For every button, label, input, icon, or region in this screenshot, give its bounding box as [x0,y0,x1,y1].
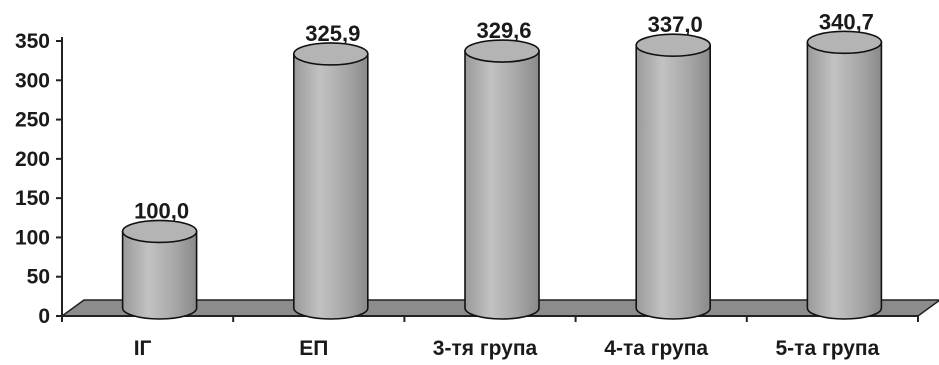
bar-top [292,42,369,66]
bar-body [806,41,883,320]
data-label: 329,6 [476,18,531,43]
bar-top [806,30,883,55]
y-tick-label: 50 [27,266,50,289]
bar-body [293,53,369,320]
y-tick-label: 250 [15,109,50,132]
data-label: 100,0 [134,198,189,223]
x-category-label: 3-тя група [433,337,538,360]
y-tick-label: 300 [15,69,50,92]
y-tick-label: 200 [15,148,50,171]
bar [292,42,369,320]
x-category-label: 5-та група [775,337,879,360]
x-category-label: ІГ [134,337,152,360]
bar-top [121,219,198,244]
bar-top [464,39,540,63]
data-label: 337,0 [648,12,703,37]
data-label: 340,7 [819,9,874,34]
y-tick-label: 100 [15,226,50,249]
y-axis: 0 50 100 150 200 250 300 350 [15,30,919,328]
bars [121,30,883,320]
data-label: 325,9 [305,21,360,46]
y-tick-label: 150 [15,187,50,210]
bar [806,30,883,320]
bar-body [635,44,711,320]
y-tick-label: 350 [15,30,50,53]
bar-body [121,230,198,320]
bar-top [635,33,712,58]
labels: 100,0 ІГ 325,9 ЕП 329,6 3-тя група 337,0 4-та г… [134,9,880,360]
bar [121,219,198,320]
y-tick-label: 0 [38,305,50,328]
x-category-label: ЕП [299,337,328,360]
bar-body [464,50,540,320]
bar [635,33,712,320]
bar [464,39,540,320]
x-category-label: 4-та група [604,337,708,360]
